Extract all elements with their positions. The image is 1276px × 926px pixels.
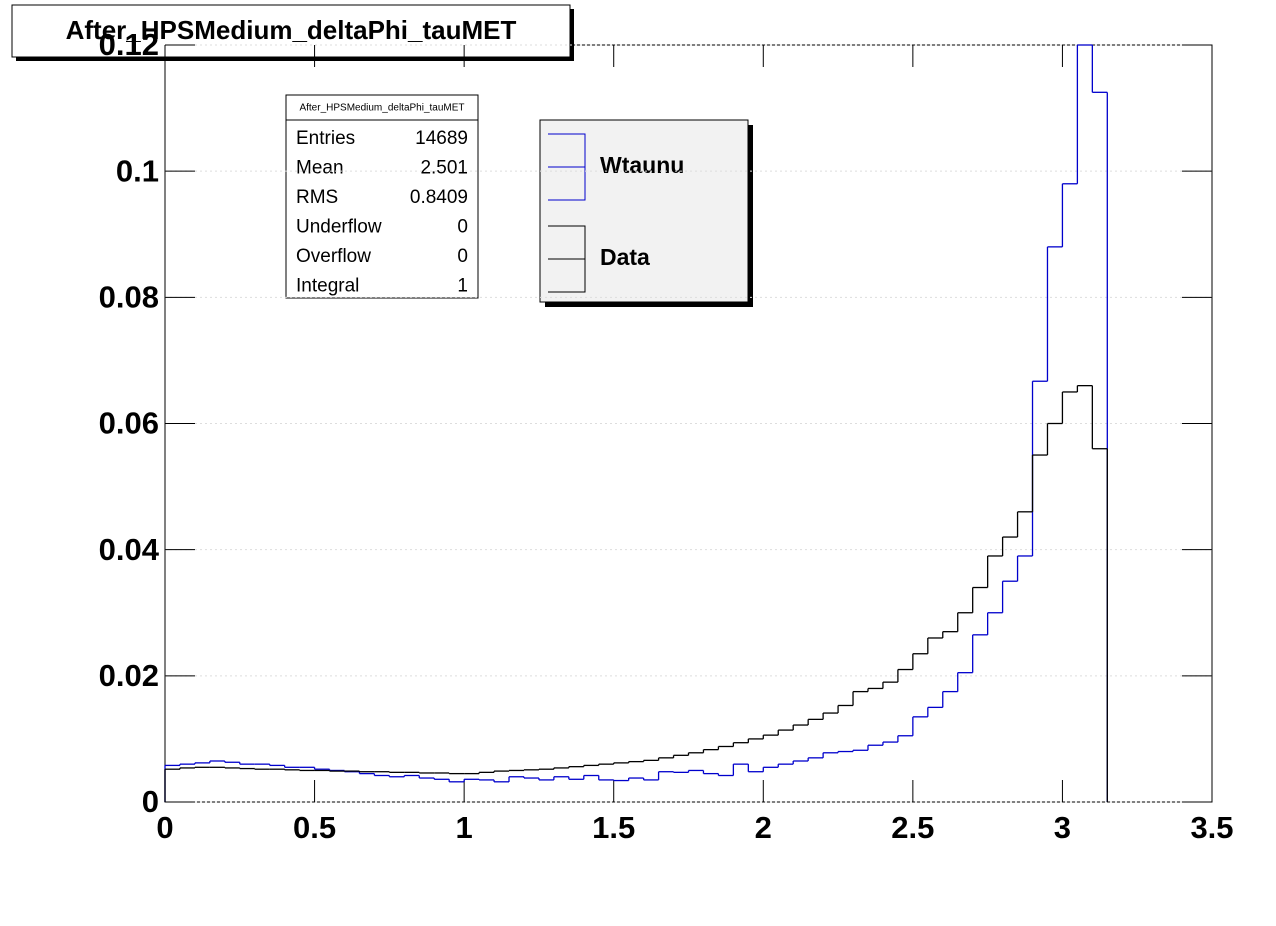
y-tick-label: 0.1 xyxy=(116,153,159,188)
legend-box xyxy=(539,119,749,303)
y-tick-label: 0 xyxy=(142,784,159,819)
stats-label: RMS xyxy=(296,187,338,208)
stats-value: 0 xyxy=(457,217,468,238)
stats-value: 2.501 xyxy=(420,158,468,179)
stats-value: 0 xyxy=(457,246,468,267)
histogram-riser xyxy=(164,385,1108,802)
y-tick-label: 0.08 xyxy=(99,280,159,315)
y-tick-label: 0.06 xyxy=(99,406,159,441)
x-tick-label: 1.5 xyxy=(592,810,635,845)
y-tick-label: 0.12 xyxy=(99,27,159,62)
x-tick-label: 1 xyxy=(456,810,473,845)
title-box xyxy=(11,4,571,58)
x-tick-label: 0 xyxy=(156,810,173,845)
stats-label: Integral xyxy=(296,276,359,297)
stats-value: 14689 xyxy=(415,128,468,149)
stats-frame xyxy=(285,94,479,299)
x-tick-label: 3.5 xyxy=(1190,810,1233,845)
stats-label: Mean xyxy=(296,158,344,179)
legend: Wtaunu Data xyxy=(548,133,684,293)
legend-swatch xyxy=(548,133,586,201)
stats-label: Underflow xyxy=(296,217,382,238)
stats-label: Entries xyxy=(296,128,355,149)
chart-title: After_HPSMedium_deltaPhi_tauMET xyxy=(66,15,517,45)
x-tick-label: 2 xyxy=(755,810,772,845)
stats-label: Overflow xyxy=(296,246,371,267)
stats-title: After_HPSMedium_deltaPhi_tauMET xyxy=(299,103,464,114)
stats-box: After_HPSMedium_deltaPhi_tauMET Entries 1… xyxy=(285,94,479,299)
legend-label: Wtaunu xyxy=(600,152,684,178)
x-tick-label: 3 xyxy=(1054,810,1071,845)
legend-label: Data xyxy=(600,244,650,270)
x-tick-label: 0.5 xyxy=(293,810,336,845)
y-tick-label: 0.04 xyxy=(99,532,160,567)
legend-swatch xyxy=(548,225,586,293)
x-tick-label: 2.5 xyxy=(891,810,934,845)
y-tick-label: 0.02 xyxy=(99,658,159,693)
stats-value: 0.8409 xyxy=(410,187,468,208)
stats-value: 1 xyxy=(457,276,468,297)
